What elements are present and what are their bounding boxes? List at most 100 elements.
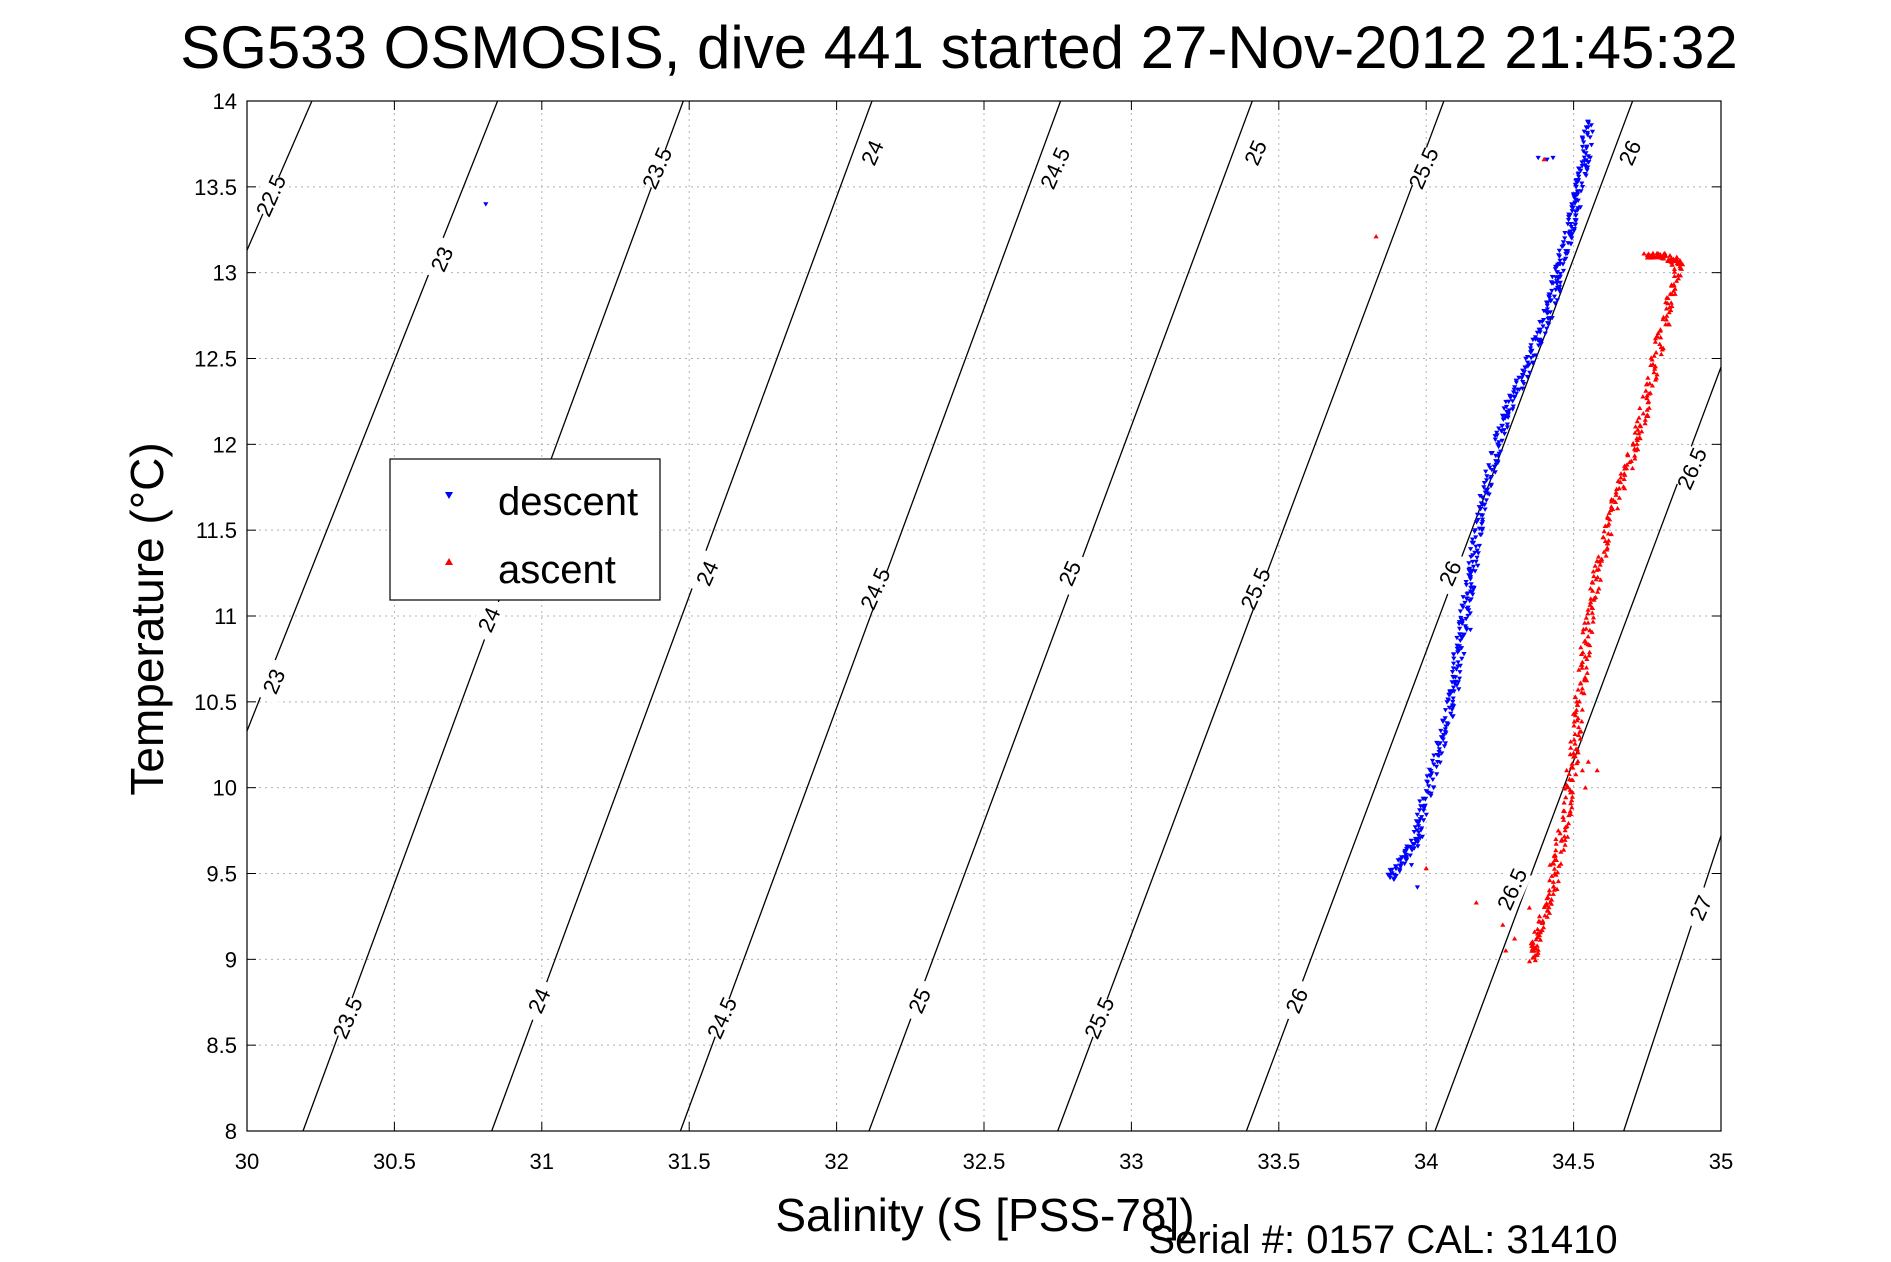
ascent-point <box>1547 862 1553 867</box>
contour-label-mask <box>253 657 294 705</box>
legend-box <box>389 458 661 601</box>
descent-point <box>1474 555 1480 561</box>
ascent-point <box>1575 702 1581 707</box>
ascent-point <box>1655 330 1661 336</box>
ascent-point <box>1571 723 1577 728</box>
ascent-point <box>1667 304 1673 310</box>
descent-point <box>1535 155 1541 161</box>
ascent-point <box>1560 814 1566 819</box>
descent-point <box>1551 294 1557 299</box>
ascent-point <box>1622 466 1628 471</box>
descent-point <box>1450 714 1456 719</box>
descent-point <box>1466 561 1472 566</box>
ascent-point <box>1573 746 1579 751</box>
ascent-point <box>1656 251 1662 256</box>
descent-point <box>1389 871 1395 876</box>
ascent-point <box>1585 634 1591 639</box>
contour-label-mask <box>1403 144 1444 192</box>
descent-point <box>1459 656 1465 662</box>
descent-point <box>1480 513 1486 518</box>
ascent-point <box>1675 272 1681 277</box>
descent-point <box>1542 331 1548 336</box>
descent-point <box>1546 322 1552 327</box>
ascent-point <box>1645 399 1651 405</box>
descent-point <box>1467 627 1473 633</box>
ascent-point <box>1641 251 1647 256</box>
ascent-point <box>1590 619 1596 624</box>
descent-point <box>1505 412 1512 417</box>
ascent-point <box>1587 649 1593 655</box>
descent-point <box>1434 772 1440 777</box>
ascent-point <box>1561 847 1567 852</box>
descent-point <box>1579 181 1585 186</box>
isopycnal-line-24 <box>491 100 873 1132</box>
descent-point <box>1467 575 1473 580</box>
descent-point <box>1415 837 1421 842</box>
descent-point <box>1451 652 1457 657</box>
ascent-point <box>1587 602 1593 607</box>
descent-point <box>1581 129 1587 134</box>
descent-point <box>1504 409 1510 415</box>
descent-point <box>1489 468 1495 473</box>
y-tick-label: 10 <box>213 776 237 801</box>
ascent-point <box>1608 504 1614 509</box>
ascent-point <box>1545 907 1551 912</box>
x-tick-label: 31.5 <box>668 1149 711 1174</box>
descent-point <box>1550 155 1556 161</box>
ascent-point <box>1674 254 1680 259</box>
ascent-point <box>1567 808 1573 814</box>
ascent-point <box>1580 650 1586 655</box>
descent-point <box>1479 517 1486 522</box>
ascent-point <box>1569 764 1575 769</box>
descent-point <box>1431 762 1437 767</box>
descent-point <box>1474 548 1480 553</box>
descent-point <box>1567 229 1573 234</box>
descent-point <box>1562 231 1568 236</box>
descent-point <box>1423 789 1429 794</box>
ascent-point <box>1649 383 1655 388</box>
descent-point <box>1408 863 1415 868</box>
descent-point <box>1459 634 1465 640</box>
descent-point <box>1506 399 1512 405</box>
serial-cal-footer: Serial #: 0157 CAL: 31410 <box>1148 1218 1617 1262</box>
descent-point <box>1465 591 1471 596</box>
descent-point <box>1483 469 1489 474</box>
descent-point <box>1461 632 1467 637</box>
ascent-point <box>1579 719 1585 724</box>
isopycnal-line-26 <box>1245 100 1634 1132</box>
ascent-point <box>1533 936 1539 942</box>
x-tick-label: 30 <box>235 1149 259 1174</box>
descent-point <box>1501 431 1508 437</box>
descent-point <box>1470 592 1476 597</box>
axis-ticks: 30 30.5 31 31.5 32 32.5 33 33.5 34 34.5 35 8 8.5 9 9.5… <box>194 89 1733 1174</box>
ascent-point <box>1621 471 1627 476</box>
descent-point <box>1488 451 1494 456</box>
ascent-point <box>1535 926 1541 932</box>
descent-point <box>1546 292 1552 297</box>
ascent-point <box>1473 900 1479 905</box>
ascent-point <box>1610 497 1616 502</box>
descent-point <box>1552 301 1558 306</box>
ascent-point <box>1531 954 1537 959</box>
ascent-point <box>1672 291 1678 296</box>
ascent-point <box>1566 776 1573 782</box>
descent-point <box>1511 387 1517 393</box>
descent-point <box>1568 222 1574 227</box>
ascent-point <box>1584 670 1590 675</box>
descent-point <box>1516 375 1522 381</box>
ascent-point <box>1579 767 1585 773</box>
ascent-point <box>1569 761 1575 766</box>
y-tick-label: 11.5 <box>196 518 237 543</box>
ascent-point <box>1654 334 1660 339</box>
ascent-point <box>1615 478 1622 483</box>
descent-point <box>1513 380 1519 385</box>
ascent-point <box>1596 586 1602 591</box>
y-tick-label: 9 <box>225 947 237 972</box>
ascent-point <box>1667 291 1673 296</box>
descent-point <box>1504 422 1510 427</box>
ascent-point <box>1571 719 1577 724</box>
ascent-point <box>1526 958 1533 964</box>
ascent-point <box>1568 745 1574 750</box>
ascent-point <box>1578 680 1584 685</box>
descent-point <box>1569 205 1575 210</box>
